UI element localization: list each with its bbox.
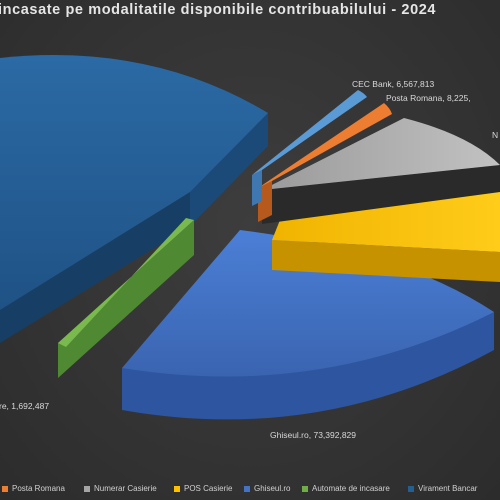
legend-item-pos-casierie: POS Casierie xyxy=(174,484,232,493)
label-ghiseul-ro: Ghiseul.ro, 73,392,829 xyxy=(270,430,356,440)
legend-swatch xyxy=(244,485,250,492)
slice-numerar-casierie xyxy=(262,118,500,224)
label-posta-romana: Posta Romana, 8,225, xyxy=(386,93,471,103)
legend-item-posta-romana: Posta Romana xyxy=(2,484,65,493)
label-cec-bank: CEC Bank, 6,567,813 xyxy=(352,79,434,89)
label-numerar-casierie: N xyxy=(492,130,498,140)
slice-cec-bank xyxy=(252,90,367,206)
legend-swatch xyxy=(2,485,8,492)
legend-item-numerar-casierie: Numerar Casierie xyxy=(84,484,157,493)
legend-label: Virament Bancar xyxy=(418,484,478,493)
legend-label: POS Casierie xyxy=(184,484,233,493)
legend-item-ghiseul-ro: Ghiseul.ro xyxy=(244,484,290,493)
legend-label: Posta Romana xyxy=(12,484,65,493)
legend-swatch xyxy=(408,485,414,492)
slice-virament-bancar xyxy=(0,55,268,343)
legend-label: Ghiseul.ro xyxy=(254,484,291,493)
legend-label: Numerar Casierie xyxy=(94,484,157,493)
legend-swatch xyxy=(302,485,308,492)
legend-item-virament-bancar: Virament Bancar xyxy=(408,484,477,493)
legend-item-automate-de-incasare: Automate de incasare xyxy=(302,484,390,493)
chart-title: incasate pe modalitatile disponibile con… xyxy=(0,2,437,18)
legend-label: Automate de incasare xyxy=(312,484,390,493)
legend-swatch xyxy=(174,485,180,492)
legend-swatch xyxy=(84,485,90,492)
slice-automate-de-incasare xyxy=(58,218,194,378)
label-automate-de-incasare: re, 1,692,487 xyxy=(0,401,49,411)
chart-legend: Posta Romana Numerar Casierie POS Casier… xyxy=(0,484,500,498)
